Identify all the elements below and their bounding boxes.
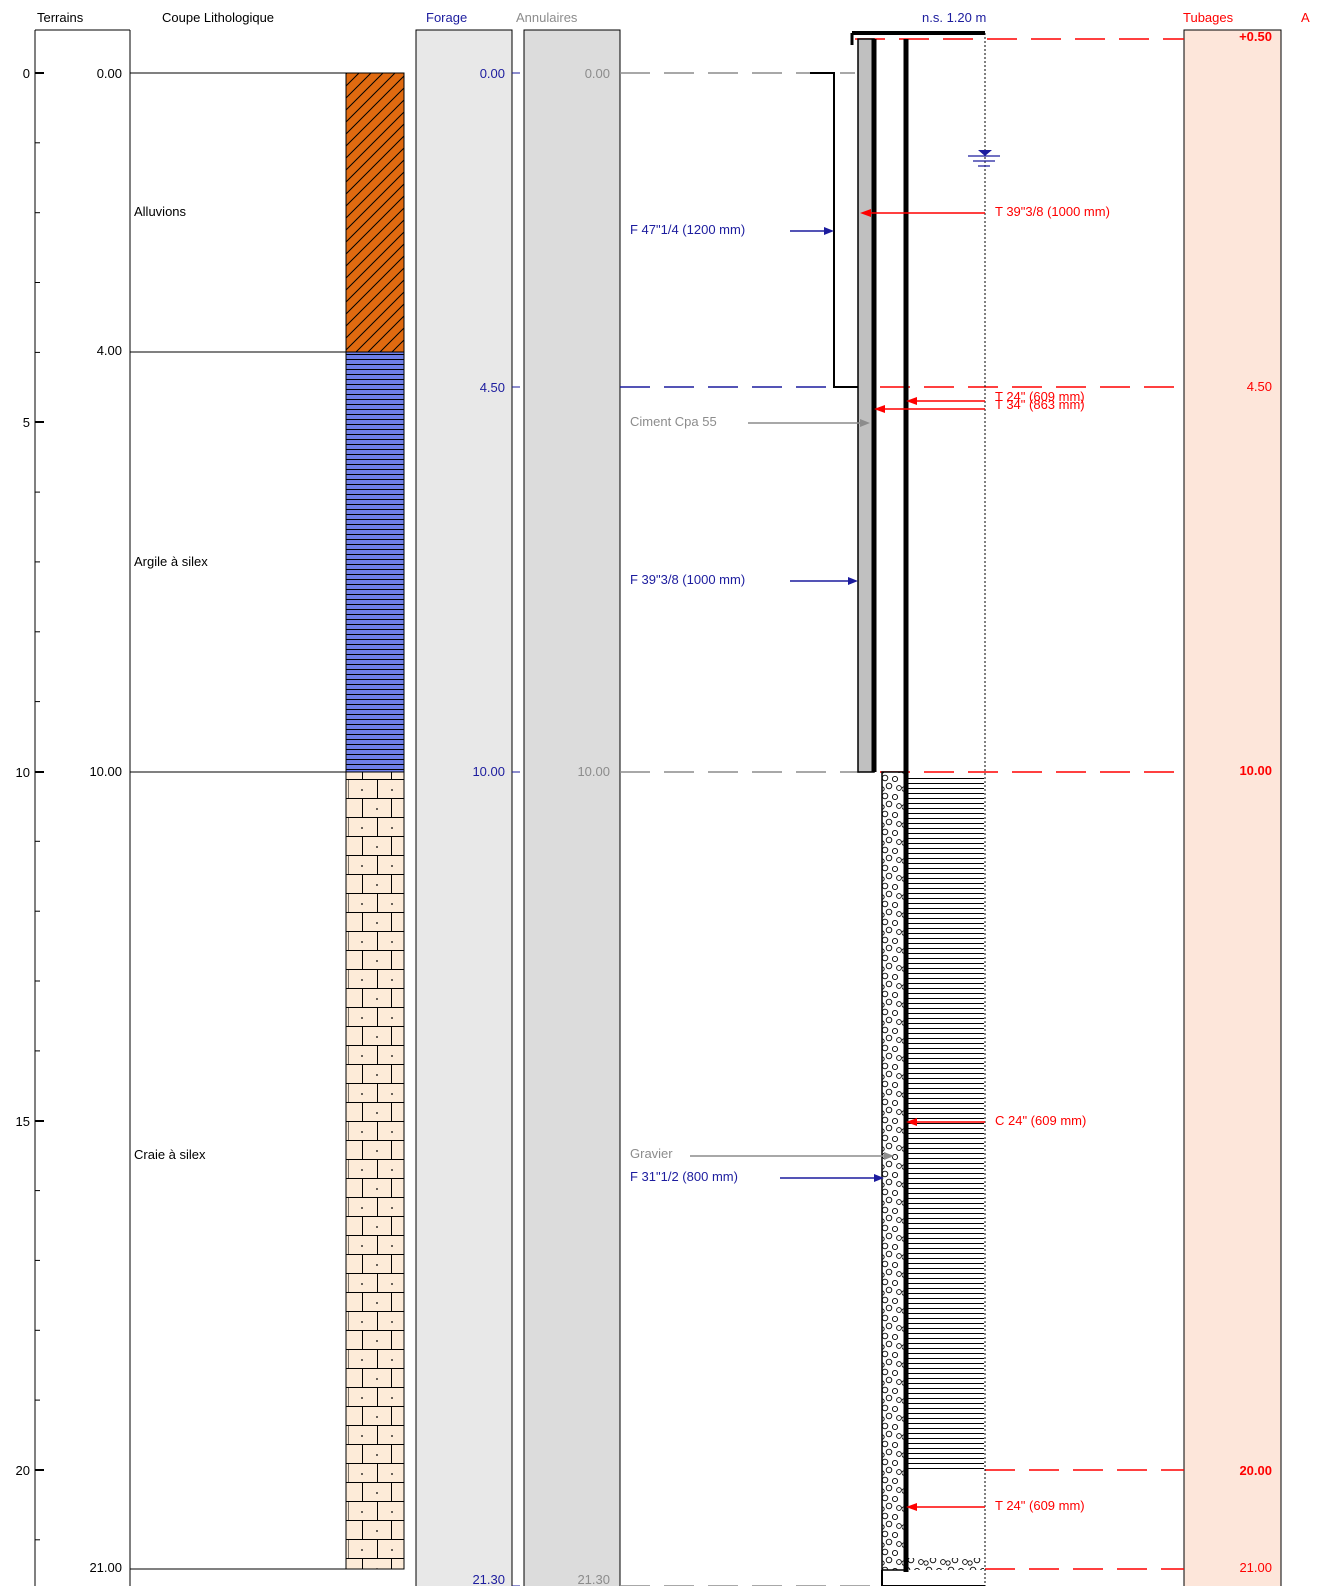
layer-top-depth: 21.00 [89,1560,122,1575]
annotation-forage: F 47"1/4 (1200 mm) [630,222,745,237]
annulaires-depth: 21.30 [577,1572,610,1586]
layer-name: Alluvions [134,204,187,219]
forage-depth: 10.00 [472,764,505,779]
header-ns: n.s. 1.20 m [922,10,986,25]
tubage-depth: +0.50 [1239,29,1272,44]
header-coupe-lithologique: Coupe Lithologique [162,10,274,25]
layer-alluvions [345,72,405,353]
header-forage: Forage [426,10,467,25]
layer-craie [345,771,405,1570]
annotation-crepine: C 24" (609 mm) [995,1113,1086,1128]
forage-depth: 4.50 [480,380,505,395]
annotation-gravel: Gravier [630,1146,673,1161]
annotation-forage: F 31"1/2 (800 mm) [630,1169,738,1184]
reference-lines [620,38,1184,1586]
header-annulaires: Annulaires [516,10,578,25]
layer-name: Craie à silex [134,1147,206,1162]
header-tubages: Tubages [1183,10,1234,25]
annotation-forage: F 39"3/8 (1000 mm) [630,572,745,587]
layer-name: Argile à silex [134,554,208,569]
annotation-tubage: T 39"3/8 (1000 mm) [995,204,1110,219]
annulaires-depth: 10.00 [577,764,610,779]
annotation-cement: Ciment Cpa 55 [630,414,717,429]
depth-tick-label: 15 [16,1114,30,1129]
tubages-column: +0.50 4.50 10.00 20.00 21.00 [1183,29,1282,1586]
annotation-tubage: T 34" (863 mm) [995,397,1085,412]
layer-top-depth: 10.00 [89,764,122,779]
layer-tops: 0.00 4.00 10.00 21.00 [89,66,346,1575]
lithology-column [345,72,405,1570]
depth-tick-label: 10 [16,765,30,780]
forage-column: 0.00 4.50 10.00 21.30 [415,29,520,1586]
annotation-tubage: T 24" (609 mm) [995,389,1085,404]
annulaires-depth: 0.00 [585,66,610,81]
water-level-icon [968,150,1000,167]
gravel-pack [881,771,907,1571]
header-cut: A [1301,10,1310,25]
well-schematic [810,31,1000,1586]
tubage-depth: 4.50 [1247,379,1272,394]
tubage-depth: 10.00 [1239,763,1272,778]
layer-top-depth: 0.00 [97,66,122,81]
annotation-arrows [690,209,985,1511]
annotation-tubage: T 24" (609 mm) [995,1498,1085,1513]
tubage-depth: 20.00 [1239,1463,1272,1478]
depth-tick-label: 0 [23,66,30,81]
depth-tick-label: 20 [16,1463,30,1478]
forage-depth: 21.30 [472,1572,505,1586]
depth-axis: 0 5 10 15 20 [16,29,131,1586]
tubage-depth: 21.00 [1239,1560,1272,1575]
depth-tick-label: 5 [23,415,30,430]
header-terrains: Terrains [37,10,84,25]
forage-depth: 0.00 [480,66,505,81]
layer-top-depth: 4.00 [97,343,122,358]
annulaires-column: 0.00 10.00 21.30 [523,29,628,1586]
layer-argile [345,351,405,773]
